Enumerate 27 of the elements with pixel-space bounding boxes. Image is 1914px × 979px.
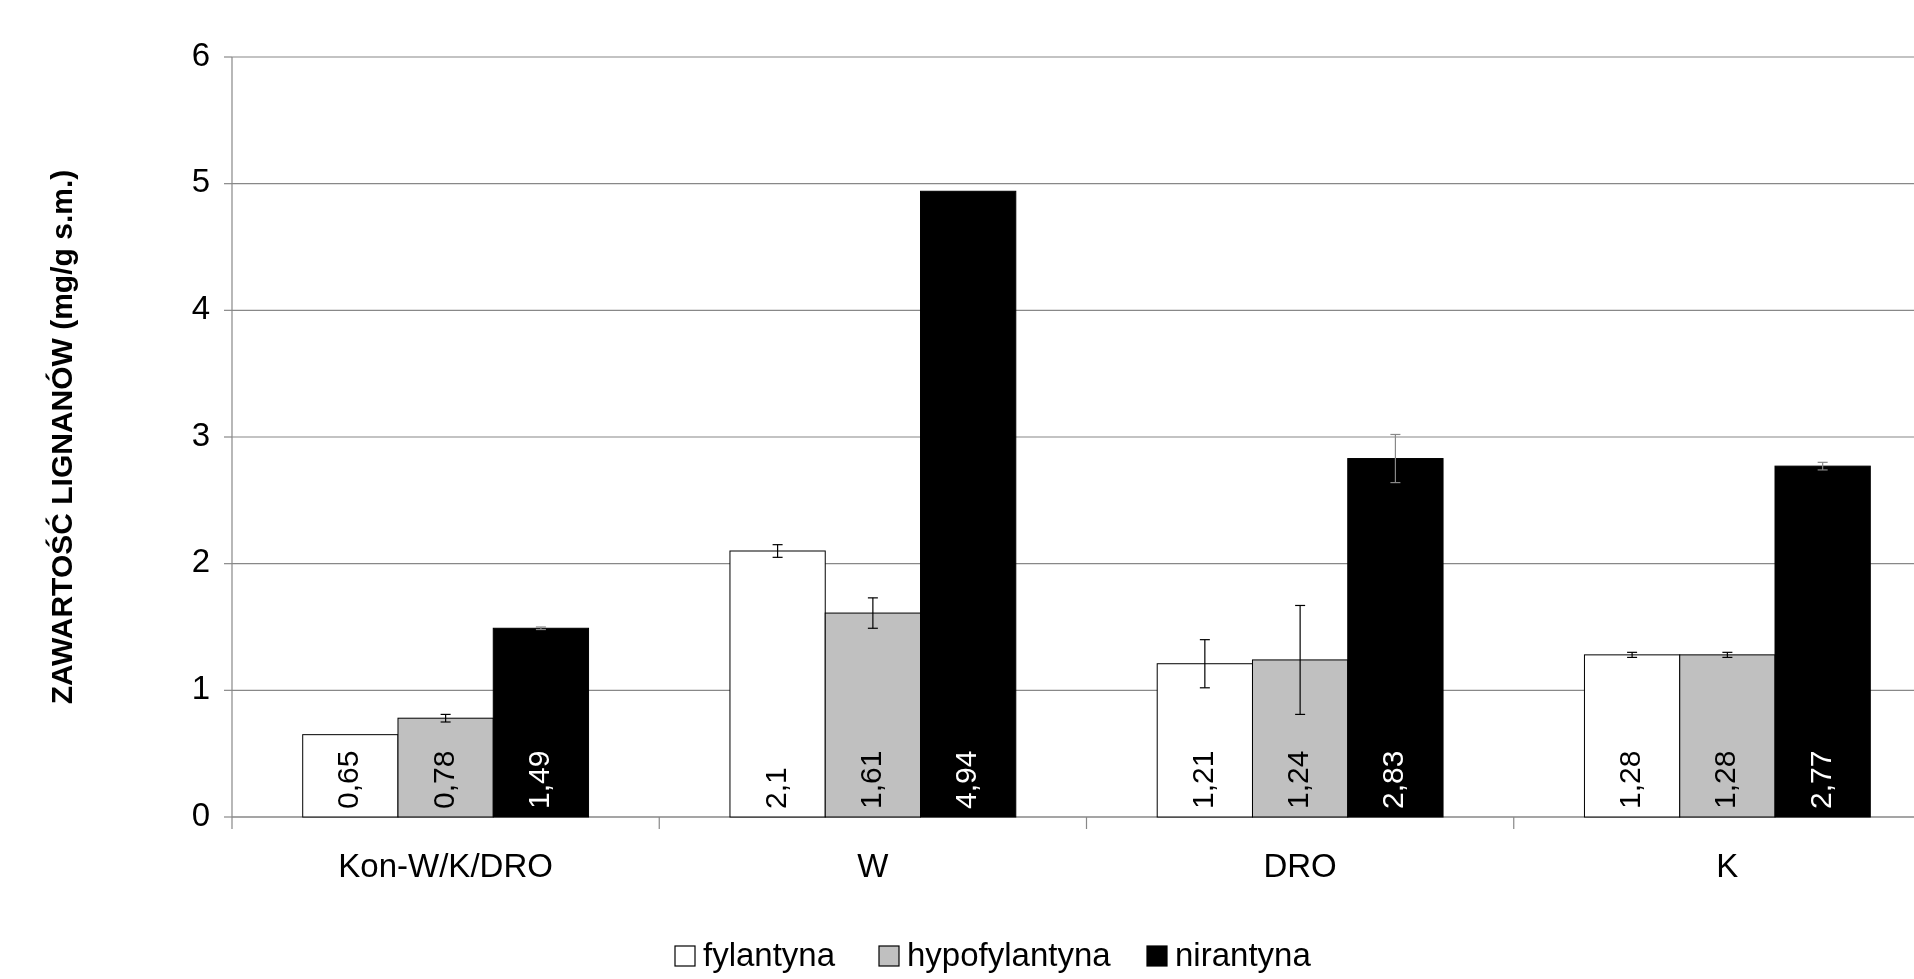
data-label: 1,28 (1613, 750, 1647, 809)
y-tick-label: 4 (191, 289, 210, 327)
data-label: 1,21 (1185, 750, 1219, 809)
data-label: 2,83 (1376, 750, 1410, 809)
x-tick-label: Kon-W/K/DRO (338, 847, 553, 884)
y-tick-label: 5 (191, 162, 210, 200)
legend-label: hypofylantyna (907, 935, 1112, 973)
data-label: 2,77 (1803, 750, 1837, 809)
data-label: 0,78 (426, 750, 460, 809)
x-tick-label: W (857, 847, 890, 884)
y-tick-label: 0 (191, 795, 210, 833)
data-label: 0,65 (331, 750, 365, 809)
y-tick-label: 2 (191, 542, 210, 580)
data-label: 1,24 (1281, 750, 1315, 809)
legend-label: nirantyna (1175, 935, 1312, 973)
y-axis-title: ZAWARTOŚĆ LIGNANÓW (mg/g s.m.) (45, 169, 78, 705)
y-tick-label: 1 (191, 669, 210, 707)
data-label: 1,61 (853, 750, 887, 809)
y-tick-label: 3 (191, 415, 210, 453)
x-tick-label: K (1716, 847, 1739, 884)
data-label: 2,1 (758, 767, 792, 809)
legend-label: fylantyna (703, 935, 836, 973)
data-label: 4,94 (949, 750, 983, 809)
data-label: 1,49 (521, 750, 555, 809)
x-tick-label: DRO (1263, 847, 1337, 884)
y-tick-label: 6 (191, 35, 210, 73)
data-label: 1,28 (1708, 750, 1742, 809)
